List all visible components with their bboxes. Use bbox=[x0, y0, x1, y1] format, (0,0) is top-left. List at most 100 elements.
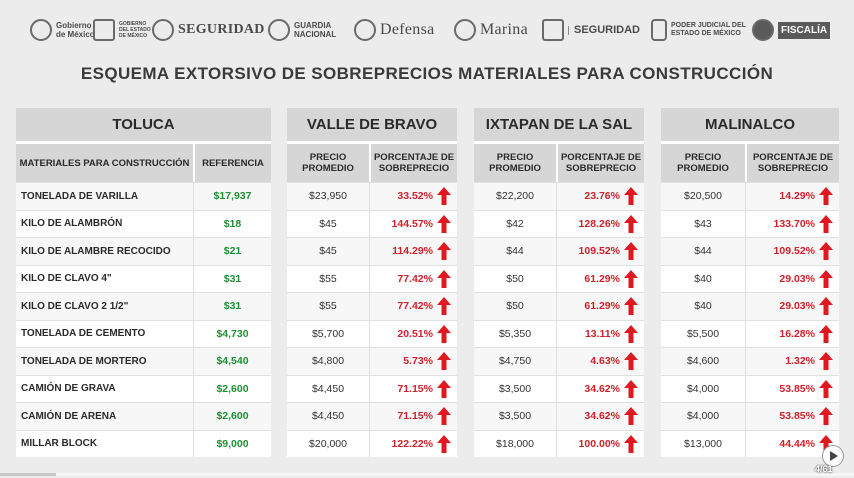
surcharge-percentage-value: 5.73% bbox=[403, 355, 433, 368]
average-price-cell: $40 bbox=[661, 292, 745, 320]
table-row: $20,500 14.29% bbox=[661, 182, 839, 210]
table-row: $4,000 53.85% bbox=[661, 402, 839, 430]
surcharge-percentage-value: 77.42% bbox=[397, 300, 433, 313]
surcharge-percentage-cell: 53.85% bbox=[745, 374, 839, 402]
average-price-cell: $50 bbox=[474, 292, 556, 320]
surcharge-percentage-value: 61.29% bbox=[584, 272, 620, 285]
table-row: $18,000 100.00% bbox=[474, 429, 644, 457]
average-price-cell: $22,200 bbox=[474, 182, 556, 210]
surcharge-percentage-cell: 71.15% bbox=[369, 374, 457, 402]
surcharge-percentage-cell: 5.73% bbox=[369, 347, 457, 375]
region-table-ixtapan-de-la-sal: IXTAPAN DE LA SAL PRECIO PROMEDIO PORCEN… bbox=[474, 108, 644, 457]
surcharge-percentage-value: 109.52% bbox=[773, 245, 815, 258]
average-price-cell: $4,000 bbox=[661, 374, 745, 402]
surcharge-percentage-value: 29.03% bbox=[779, 272, 815, 285]
column-header-percentage: PORCENTAJE DE SOBREPRECIO bbox=[369, 144, 457, 182]
table-row: $45 114.29% bbox=[287, 237, 457, 265]
surcharge-percentage-cell: 128.26% bbox=[556, 209, 644, 237]
average-price-cell: $50 bbox=[474, 264, 556, 292]
up-arrow-icon bbox=[819, 434, 833, 453]
surcharge-percentage-value: 71.15% bbox=[397, 382, 433, 395]
table-row: TONELADA DE VARILLA $17,937 bbox=[16, 182, 271, 210]
material-cell: CAMIÓN DE GRAVA bbox=[16, 374, 193, 402]
surcharge-percentage-value: 34.62% bbox=[584, 410, 620, 423]
up-arrow-icon bbox=[437, 242, 451, 260]
table-row: CAMIÓN DE ARENA $2,600 bbox=[16, 402, 271, 430]
region-header: MALINALCO bbox=[661, 108, 839, 144]
average-price-cell: $5,700 bbox=[287, 319, 369, 347]
reference-price-cell: $17,937 bbox=[193, 182, 271, 210]
defensa-logo: Defensa bbox=[354, 14, 435, 46]
column-header-price: PRECIO PROMEDIO bbox=[661, 144, 745, 182]
up-arrow-icon bbox=[819, 407, 833, 425]
marina-emblem-icon bbox=[454, 19, 476, 41]
surcharge-percentage-cell: 61.29% bbox=[556, 292, 644, 320]
column-header-material: MATERIALES PARA CONSTRUCCIÓN bbox=[16, 144, 193, 182]
seguridad-logo: SEGURIDAD bbox=[152, 14, 265, 46]
up-arrow-icon bbox=[624, 214, 638, 233]
region-header-toluca: TOLUCA bbox=[16, 108, 271, 144]
table-row: $44 109.52% bbox=[661, 237, 839, 265]
up-arrow-icon bbox=[624, 434, 638, 453]
surcharge-percentage-cell: 53.85% bbox=[745, 402, 839, 430]
average-price-cell: $13,000 bbox=[661, 429, 745, 457]
defensa-emblem-icon bbox=[354, 19, 376, 41]
surcharge-percentage-cell: 133.70% bbox=[745, 209, 839, 237]
average-price-cell: $55 bbox=[287, 264, 369, 292]
table-row: KILO DE CLAVO 4" $31 bbox=[16, 264, 271, 292]
surcharge-percentage-value: 71.15% bbox=[397, 410, 433, 423]
average-price-cell: $43 bbox=[661, 209, 745, 237]
seguridad-emblem-icon bbox=[152, 19, 174, 41]
table-row: KILO DE ALAMBRE RECOCIDO $21 bbox=[16, 237, 271, 265]
table-row: $45 144.57% bbox=[287, 209, 457, 237]
average-price-cell: $55 bbox=[287, 292, 369, 320]
surcharge-percentage-value: 1.32% bbox=[785, 355, 815, 368]
toluca-column-headers: MATERIALES PARA CONSTRUCCIÓN REFERENCIA bbox=[16, 144, 271, 182]
play-icon[interactable] bbox=[822, 445, 844, 467]
average-price-cell: $4,000 bbox=[661, 402, 745, 430]
video-progress-fill bbox=[0, 473, 56, 476]
surcharge-percentage-value: 29.03% bbox=[779, 300, 815, 313]
poder-judicial-logo: PODER JUDICIAL DEL ESTADO DE MÉXICO bbox=[651, 14, 747, 46]
up-arrow-icon bbox=[819, 379, 833, 398]
surcharge-percentage-cell: 77.42% bbox=[369, 292, 457, 320]
surcharge-percentage-cell: 109.52% bbox=[745, 237, 839, 265]
surcharge-percentage-value: 16.28% bbox=[779, 327, 815, 340]
surcharge-percentage-value: 20.51% bbox=[397, 327, 433, 340]
average-price-cell: $40 bbox=[661, 264, 745, 292]
logos-bar: Gobierno de México GOBIERNO DEL ESTADO D… bbox=[0, 8, 854, 52]
column-header-percentage: PORCENTAJE DE SOBREPRECIO bbox=[745, 144, 839, 182]
fiscalia-logo: FISCALÍA bbox=[752, 14, 831, 46]
average-price-cell: $4,450 bbox=[287, 374, 369, 402]
surcharge-percentage-cell: 14.29% bbox=[745, 182, 839, 210]
up-arrow-icon bbox=[624, 242, 638, 260]
up-arrow-icon bbox=[624, 187, 638, 205]
reference-price-cell: $31 bbox=[193, 264, 271, 292]
table-row: KILO DE ALAMBRÓN $18 bbox=[16, 209, 271, 237]
surcharge-percentage-value: 109.52% bbox=[578, 245, 620, 258]
region-header: VALLE DE BRAVO bbox=[287, 108, 457, 144]
table-row: $50 61.29% bbox=[474, 264, 644, 292]
average-price-cell: $45 bbox=[287, 237, 369, 265]
average-price-cell: $5,500 bbox=[661, 319, 745, 347]
up-arrow-icon bbox=[819, 187, 833, 205]
surcharge-percentage-value: 53.85% bbox=[779, 410, 815, 423]
video-progress-bar[interactable] bbox=[0, 473, 854, 476]
reference-price-cell: $2,600 bbox=[193, 402, 271, 430]
surcharge-percentage-cell: 23.76% bbox=[556, 182, 644, 210]
up-arrow-icon bbox=[437, 214, 451, 233]
seguridad-edomex-logo: SEGURIDAD bbox=[542, 14, 640, 46]
average-price-cell: $23,950 bbox=[287, 182, 369, 210]
material-cell: KILO DE CLAVO 4" bbox=[16, 264, 193, 292]
surcharge-percentage-value: 13.11% bbox=[584, 327, 620, 340]
region-rows: $22,200 23.76% $42 128.26% $44 109.52% $50 61.2… bbox=[474, 182, 644, 457]
surcharge-percentage-cell: 1.32% bbox=[745, 347, 839, 375]
table-row: $3,500 34.62% bbox=[474, 402, 644, 430]
surcharge-percentage-value: 34.62% bbox=[584, 382, 620, 395]
surcharge-percentage-value: 23.76% bbox=[584, 190, 620, 203]
marina-logo: Marina bbox=[454, 14, 528, 46]
surcharge-percentage-cell: 100.00% bbox=[556, 429, 644, 457]
material-cell: KILO DE ALAMBRE RECOCIDO bbox=[16, 237, 193, 265]
up-arrow-icon bbox=[437, 352, 451, 370]
table-row: $42 128.26% bbox=[474, 209, 644, 237]
